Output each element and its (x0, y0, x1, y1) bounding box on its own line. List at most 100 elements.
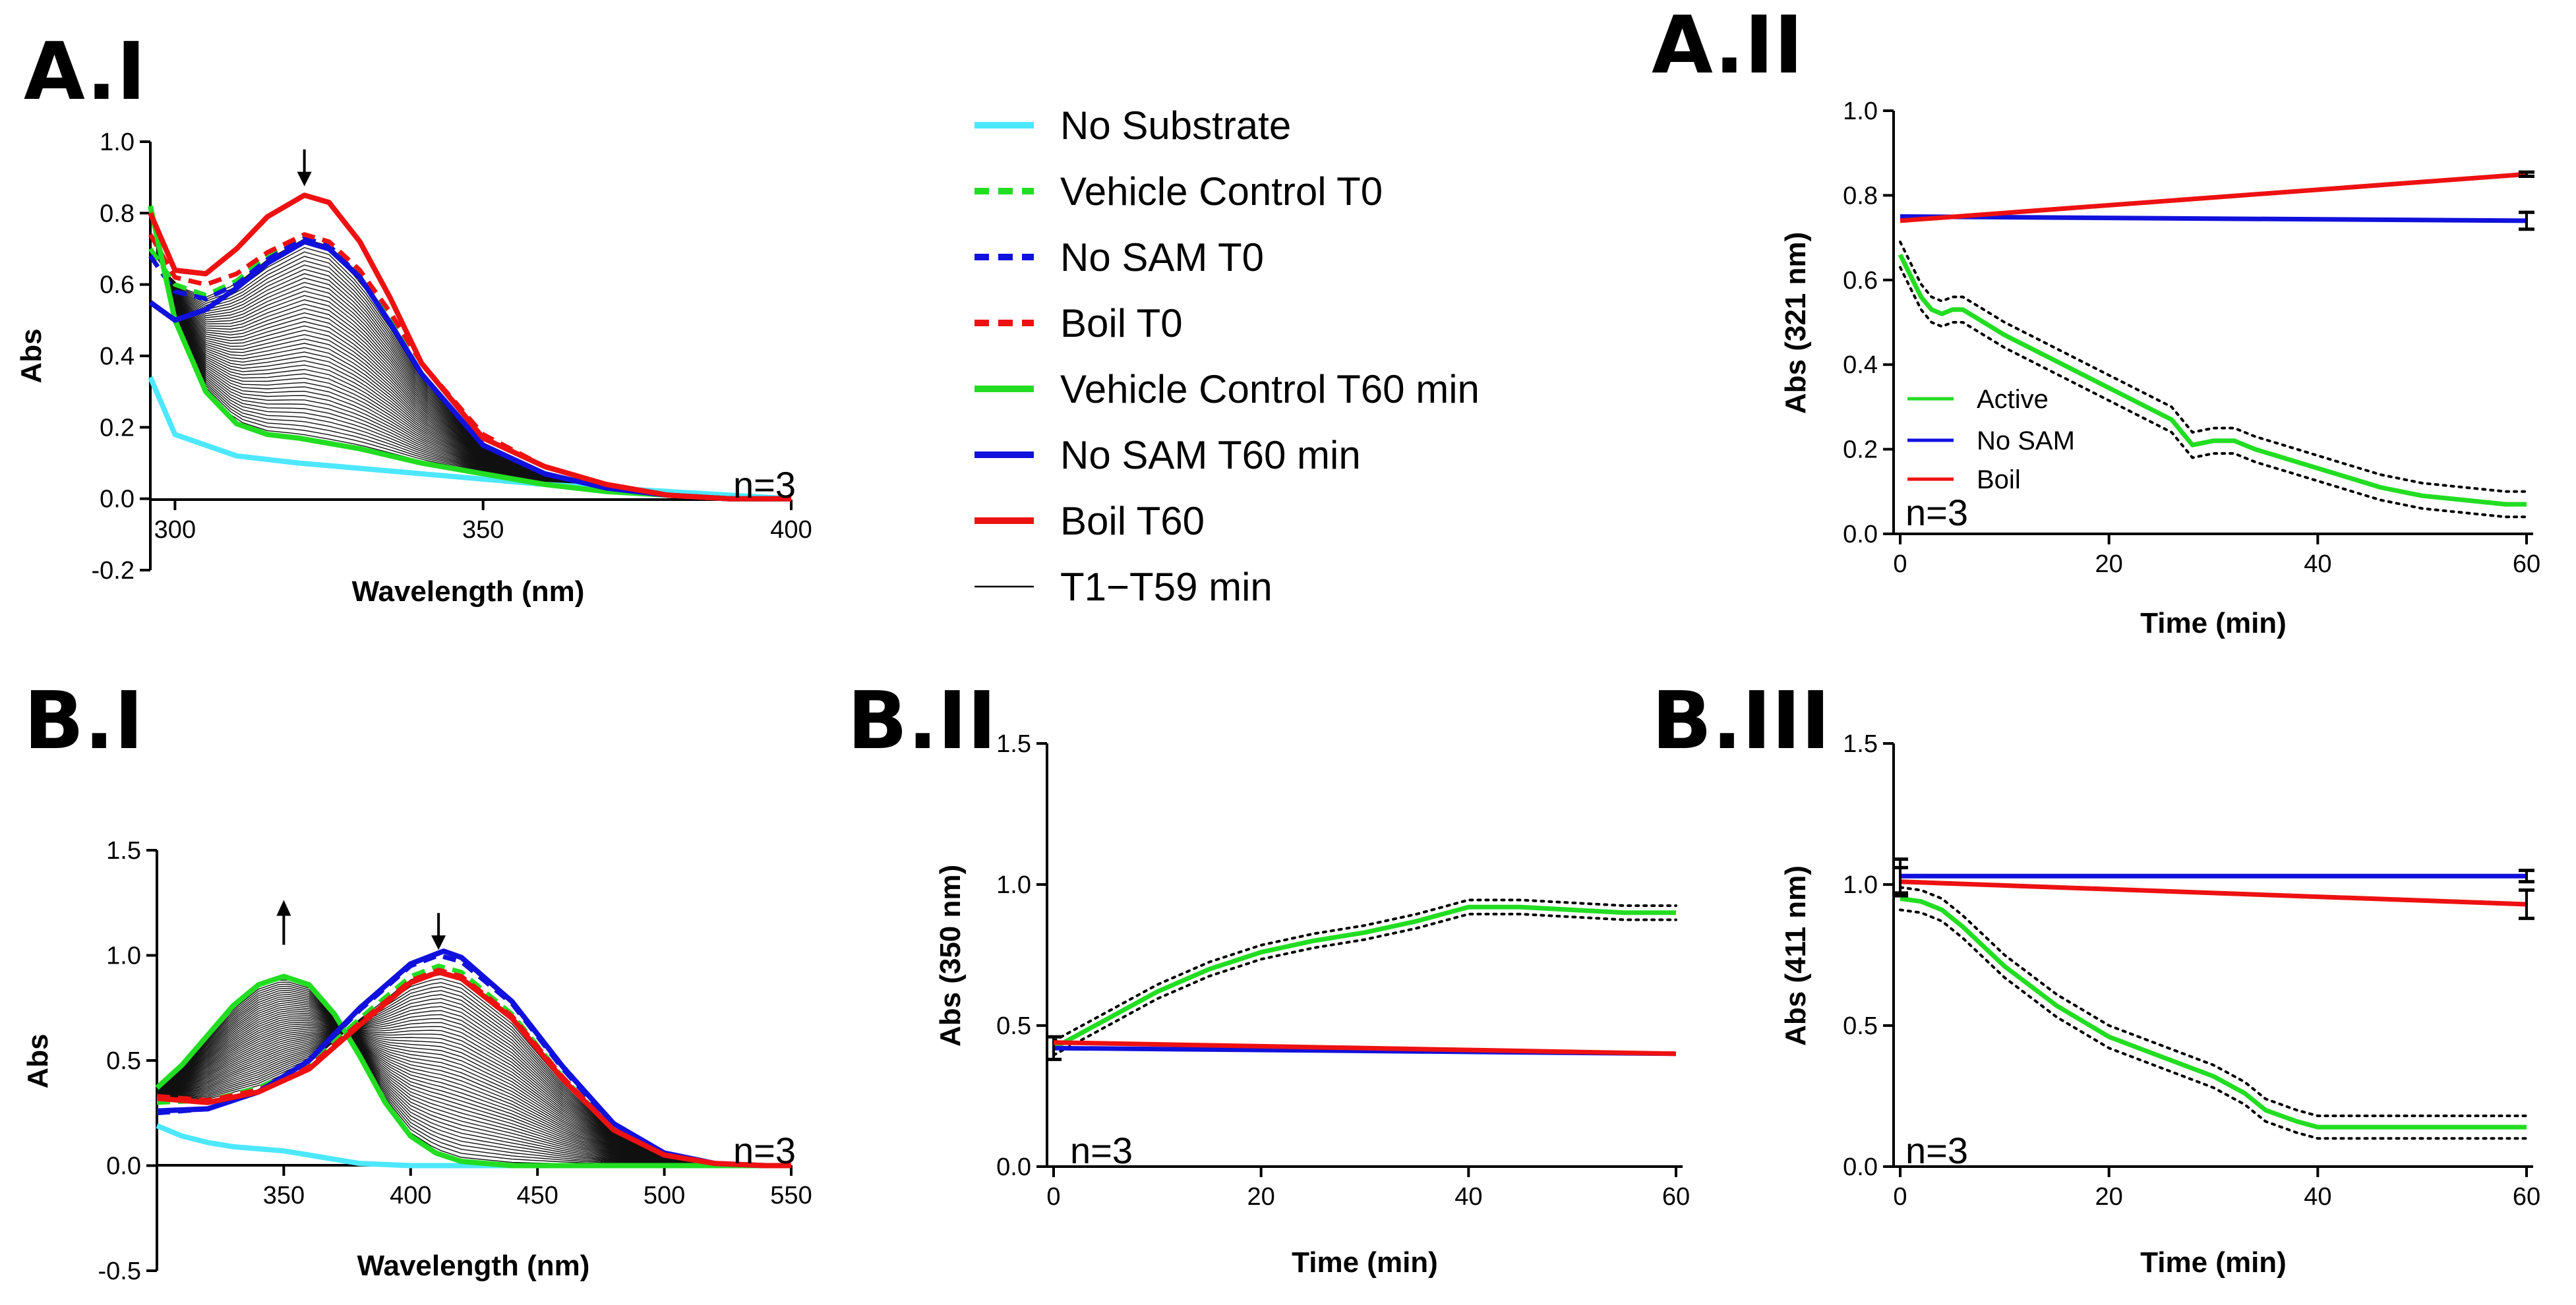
legend: No Substrate Vehicle Control T0 No SAM T… (974, 103, 1480, 609)
y-tick-label: 1.5 (106, 837, 141, 865)
error-band-upper (1899, 886, 2528, 1117)
x-axis-label-biii: Time (min) (2140, 1246, 2287, 1279)
y-tick-label: 0.6 (1843, 267, 1878, 295)
series-line-boil-t60 (148, 192, 791, 502)
legend-item: No SAM T0 (974, 235, 1264, 279)
x-tick-label: 20 (1247, 1183, 1275, 1211)
legend-label-no-sam-t60: No SAM T60 min (1060, 433, 1361, 477)
x-axis-label-bii: Time (min) (1292, 1246, 1438, 1279)
series-line-boil (1053, 1040, 1677, 1057)
x-axis-label-ai: Wavelength (nm) (352, 575, 585, 608)
y-tick-label: 0.2 (1843, 436, 1878, 464)
spectral-trace (156, 998, 787, 1167)
x-tick-label: 400 (770, 516, 812, 544)
series-line-active (1052, 904, 1676, 1051)
legend-label-no-substrate: No Substrate (1060, 103, 1291, 148)
chart-a-ii-time-course: 0.0 0.2 0.4 0.6 0.8 1.0 0 20 40 60 Time (min) Abs (… (1780, 98, 2540, 639)
legend-label-vehicle-control-t0: Vehicle Control T0 (1060, 169, 1383, 214)
inline-legend-label-no-sam: No SAM (1977, 426, 2075, 455)
n-label-b-i: n=3 (733, 1130, 796, 1171)
error-band-lower (1899, 908, 2528, 1140)
inline-legend-a-ii: Active No SAM Boil (1907, 385, 2075, 494)
x-tick-label: 40 (2304, 550, 2331, 578)
series-line-boil-t60 (156, 970, 791, 1169)
legend-item: Vehicle Control T60 min (974, 367, 1480, 411)
y-tick-label: 0.0 (1843, 1153, 1878, 1181)
y-tick-label: 0.6 (100, 272, 135, 299)
n-label-a-i: n=3 (733, 464, 796, 506)
x-tick-label: 20 (2095, 550, 2123, 578)
spectral-trace (156, 989, 787, 1167)
y-tick-label: 0.5 (106, 1047, 141, 1075)
y-tick-label: 0.2 (100, 414, 135, 442)
x-tick-label: 550 (770, 1182, 812, 1209)
spectral-traces-t1-t59 (156, 970, 787, 1167)
x-tick-label: 60 (2513, 550, 2540, 578)
series-line-boil-t0 (148, 232, 791, 502)
spectral-trace (156, 1030, 787, 1167)
y-tick-label: 0.0 (100, 486, 135, 513)
n-label-b-ii: n=3 (1070, 1130, 1133, 1171)
y-tick-label: 0.8 (100, 200, 135, 227)
x-tick-label: 60 (1662, 1183, 1690, 1211)
y-tick-label: 1.0 (106, 942, 141, 970)
chart-b-i-spectra: -0.5 0.0 0.5 1.0 1.5 350 400 450 500 550 Wavelengt… (22, 837, 812, 1285)
legend-item: Boil T0 (974, 301, 1183, 345)
panel-label-a-i: A.I (24, 26, 146, 118)
legend-label-no-sam-t0: No SAM T0 (1060, 235, 1264, 279)
chart-b-ii-time-course: 0.0 0.5 1.0 1.5 0 20 40 60 Time (min) Abs (350 nm… (934, 730, 1690, 1279)
x-tick-label: 500 (644, 1182, 685, 1209)
x-tick-label: 40 (2304, 1183, 2331, 1211)
x-tick-label: 0 (1893, 1183, 1907, 1211)
y-axis-label-ai: Abs (15, 328, 47, 383)
series-line-active (1898, 253, 2527, 507)
x-tick-label: 40 (1454, 1183, 1482, 1211)
legend-item: No Substrate (974, 103, 1291, 148)
y-tick-label: 1.0 (1843, 871, 1878, 899)
legend-item: Vehicle Control T0 (974, 169, 1383, 214)
arrow-down-icon-head (431, 935, 446, 950)
series-line-vehicle-control-t60-min (155, 973, 791, 1169)
legend-label-boil-t60: Boil T60 (1060, 499, 1205, 543)
n-label-b-iii: n=3 (1905, 1130, 1968, 1171)
inline-legend-label-active: Active (1977, 385, 2049, 414)
arrow-up-icon-head (276, 900, 291, 916)
y-axis-label-bi: Abs (22, 1033, 54, 1088)
y-tick-label: 0.4 (1843, 351, 1878, 379)
series-line-active (1900, 896, 2527, 1130)
inline-legend-label-boil: Boil (1977, 465, 2021, 494)
legend-label-t1-t59: T1−T59 min (1060, 565, 1273, 609)
error-band-lower (1052, 912, 1677, 1057)
spectral-trace (156, 977, 787, 1167)
panel-label-a-ii: A.II (1652, 0, 1803, 92)
x-axis-label-aii: Time (min) (2140, 607, 2287, 639)
x-tick-label: 350 (462, 516, 504, 544)
y-tick-label: 0.5 (996, 1012, 1031, 1040)
panel-label-b-ii: B.II (847, 676, 996, 767)
y-tick-label: 1.0 (1843, 98, 1878, 125)
y-tick-label: 0.5 (1843, 1012, 1878, 1040)
arrow-down-icon-head (297, 171, 312, 187)
y-axis-label-bii: Abs (350 nm) (934, 865, 967, 1047)
x-tick-label: 350 (263, 1182, 305, 1209)
series-line-no-substrate (148, 376, 792, 502)
chart-a-i-spectra: -0.2 0.0 0.2 0.4 0.6 0.8 1.0 300 350 400 Wavelengt… (15, 129, 812, 608)
legend-label-vehicle-control-t60: Vehicle Control T60 min (1060, 367, 1480, 411)
legend-item: No SAM T60 min (974, 433, 1361, 477)
series-line-boil (1900, 879, 2527, 907)
y-tick-label: -0.5 (98, 1258, 141, 1285)
series-line-boil (1900, 171, 2527, 223)
y-tick-label: 0.4 (100, 343, 135, 370)
x-tick-label: 300 (154, 516, 196, 544)
x-tick-label: 20 (2095, 1183, 2123, 1211)
n-label-a-ii: n=3 (1905, 492, 1968, 533)
x-tick-label: 0 (1046, 1183, 1060, 1211)
series-line-no-sam-t0 (148, 235, 791, 502)
error-band-upper (1899, 241, 2528, 493)
panel-label-b-i: B.I (24, 676, 144, 767)
y-tick-label: 1.0 (100, 129, 135, 156)
legend-item: T1−T59 min (974, 565, 1273, 609)
y-tick-label: 1.5 (996, 730, 1031, 758)
x-axis-label-bi: Wavelength (nm) (357, 1250, 590, 1282)
